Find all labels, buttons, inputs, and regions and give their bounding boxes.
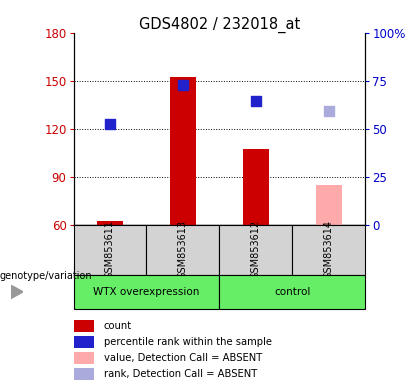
Bar	[74, 225, 147, 275]
Text: genotype/variation: genotype/variation	[0, 271, 93, 281]
Text: GSM853614: GSM853614	[324, 220, 334, 279]
Bar	[170, 78, 196, 225]
Bar	[74, 319, 94, 332]
Bar	[74, 275, 220, 309]
Point	[326, 108, 332, 114]
Bar	[292, 225, 365, 275]
Text: GSM853613: GSM853613	[178, 220, 188, 279]
Polygon shape	[10, 285, 23, 299]
Point	[107, 121, 113, 127]
Bar	[316, 185, 342, 225]
Text: rank, Detection Call = ABSENT: rank, Detection Call = ABSENT	[104, 369, 257, 379]
Bar	[97, 222, 123, 225]
Bar	[220, 275, 365, 309]
Point	[180, 83, 186, 89]
Point	[252, 98, 259, 104]
Bar	[74, 368, 94, 380]
Bar	[243, 149, 269, 225]
Bar	[220, 225, 292, 275]
Text: control: control	[274, 287, 311, 297]
Text: percentile rank within the sample: percentile rank within the sample	[104, 337, 272, 347]
Text: GSM853611: GSM853611	[105, 220, 115, 279]
Bar	[147, 225, 220, 275]
Text: count: count	[104, 321, 132, 331]
Text: GSM853612: GSM853612	[251, 220, 261, 279]
Text: WTX overexpression: WTX overexpression	[93, 287, 200, 297]
Bar	[74, 352, 94, 364]
Bar	[74, 336, 94, 348]
Title: GDS4802 / 232018_at: GDS4802 / 232018_at	[139, 17, 300, 33]
Text: value, Detection Call = ABSENT: value, Detection Call = ABSENT	[104, 353, 262, 363]
